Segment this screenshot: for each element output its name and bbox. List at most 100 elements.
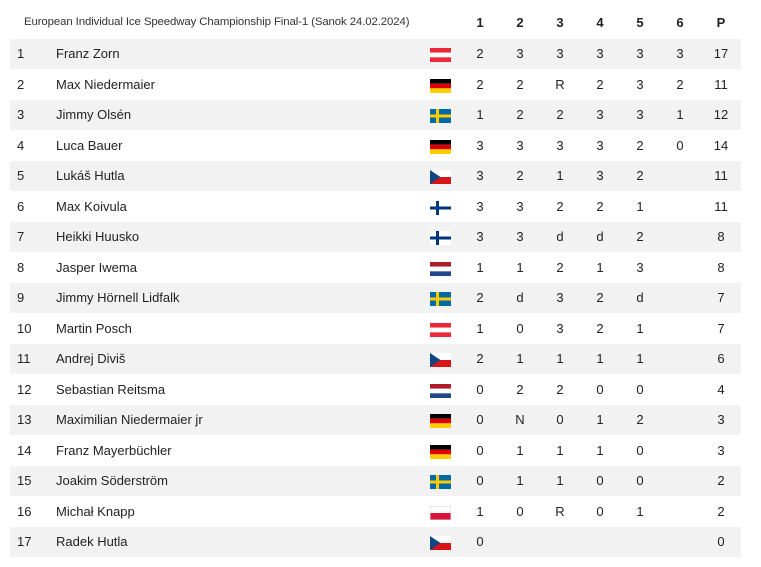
rider-name: Heikki Huusko <box>56 229 140 244</box>
table-row: 9 Jimmy Hörnell Lidfalk 2 d 3 2 d 7 <box>10 282 741 313</box>
total-points: 3 <box>717 442 725 458</box>
table-row: 5 Lukáš Hutla 3 2 1 3 2 11 <box>10 160 741 191</box>
country-flag-icon <box>430 505 451 520</box>
total-points: 17 <box>713 46 729 61</box>
heat-5-result: 1 <box>636 198 644 214</box>
header-heat-1: 1 <box>476 15 484 30</box>
heat-2-result: 1 <box>516 259 524 275</box>
country-flag-icon <box>430 353 451 367</box>
heat-4-result: 0 <box>596 503 604 519</box>
total-points: 14 <box>713 137 729 153</box>
rider-position: 14 <box>17 442 32 458</box>
country-flag-icon <box>430 444 451 459</box>
heat-1-result: 1 <box>476 107 484 122</box>
table-row: 3 Jimmy Olsén 1 2 2 3 3 1 12 <box>10 99 741 130</box>
total-points: 12 <box>713 107 729 122</box>
heat-3-result: 3 <box>556 290 564 305</box>
rider-position: 1 <box>17 46 25 61</box>
total-points: 3 <box>717 412 725 427</box>
heat-6-result: 1 <box>676 107 684 122</box>
heat-5-result: 0 <box>636 381 644 397</box>
country-flag-icon <box>430 231 451 245</box>
heat-4-result: 0 <box>596 381 604 397</box>
rider-position: 13 <box>17 412 32 427</box>
heat-1-result: 0 <box>476 473 484 488</box>
heat-4-result: 2 <box>596 198 604 214</box>
rider-position: 10 <box>17 320 32 336</box>
heat-1-result: 1 <box>476 503 484 519</box>
rider-position: 15 <box>17 473 32 488</box>
rider-position: 8 <box>17 259 25 275</box>
total-points: 6 <box>717 351 725 366</box>
heat-2-result: 1 <box>516 351 524 366</box>
rider-name: Franz Mayerbüchler <box>56 442 172 458</box>
rider-position: 11 <box>17 351 31 366</box>
heat-1-result: 0 <box>476 412 484 427</box>
heat-2-result: 3 <box>516 137 524 153</box>
rider-name: Radek Hutla <box>56 534 128 549</box>
heat-6-result: 2 <box>676 76 684 92</box>
heat-3-result: 2 <box>556 198 564 214</box>
country-flag-icon <box>430 109 451 123</box>
heat-2-result: 2 <box>516 168 524 183</box>
heat-4-result: 2 <box>596 76 604 92</box>
rider-position: 9 <box>17 290 25 305</box>
rider-name: Michał Knapp <box>56 503 135 519</box>
heat-1-result: 1 <box>476 320 484 336</box>
rider-position: 6 <box>17 198 25 214</box>
rider-position: 4 <box>17 137 25 153</box>
rider-name: Jasper Iwema <box>56 259 137 275</box>
heat-1-result: 2 <box>476 46 484 61</box>
header-heat-4: 4 <box>596 15 604 30</box>
rider-name: Luca Bauer <box>56 137 123 153</box>
heat-4-result: 3 <box>596 46 604 61</box>
heat-1-result: 2 <box>476 76 484 92</box>
heat-2-result: 3 <box>516 229 524 244</box>
heat-5-result: 1 <box>636 320 644 336</box>
heat-2-result: 3 <box>516 46 524 61</box>
heat-2-result: 0 <box>516 320 524 336</box>
heat-5-result: 1 <box>636 503 644 519</box>
country-flag-icon <box>430 48 451 62</box>
heat-3-result: 1 <box>556 473 564 488</box>
country-flag-icon <box>430 139 451 154</box>
heat-1-result: 3 <box>476 168 484 183</box>
heat-1-result: 0 <box>476 381 484 397</box>
heat-1-result: 3 <box>476 198 484 214</box>
country-flag-icon <box>430 536 451 550</box>
total-points: 7 <box>717 320 725 336</box>
heat-3-result: 3 <box>556 320 564 336</box>
heat-3-result: 1 <box>556 168 564 183</box>
heat-3-result: 2 <box>556 381 564 397</box>
total-points: 11 <box>714 198 728 214</box>
heat-4-result: 3 <box>596 137 604 153</box>
heat-5-result: d <box>636 290 644 305</box>
header-heat-3: 3 <box>556 15 564 30</box>
table-body: 1 Franz Zorn 2 3 3 3 3 3 17 2 Max Niedermaier 2 2 R 2 3… <box>10 38 741 557</box>
rider-name: Max Koivula <box>56 198 127 214</box>
heat-3-result: 0 <box>556 412 564 427</box>
country-flag-icon <box>430 78 451 93</box>
heat-4-result: 3 <box>596 168 604 183</box>
header-heat-6: 6 <box>676 15 684 30</box>
heat-4-result: 2 <box>596 320 604 336</box>
heat-1-result: 2 <box>476 351 484 366</box>
total-points: 2 <box>717 473 725 488</box>
total-points: 8 <box>717 229 725 244</box>
heat-4-result: d <box>596 229 604 244</box>
heat-2-result: 2 <box>516 107 524 122</box>
rider-name: Andrej Diviš <box>56 351 126 366</box>
table-row: 6 Max Koivula 3 3 2 2 1 11 <box>10 190 741 222</box>
heat-5-result: 3 <box>636 259 644 275</box>
heat-5-result: 3 <box>636 107 644 122</box>
heat-2-result: 2 <box>516 76 524 92</box>
heat-1-result: 3 <box>476 229 484 244</box>
country-flag-icon <box>430 261 451 276</box>
rider-name: Lukáš Hutla <box>56 168 125 183</box>
heat-3-result: 1 <box>556 351 564 366</box>
table-row: 16 Michał Knapp 1 0 R 0 1 2 <box>10 495 741 527</box>
heat-4-result: 2 <box>596 290 604 305</box>
heat-3-result: d <box>556 229 564 244</box>
heat-5-result: 2 <box>636 412 644 427</box>
total-points: 8 <box>717 259 725 275</box>
